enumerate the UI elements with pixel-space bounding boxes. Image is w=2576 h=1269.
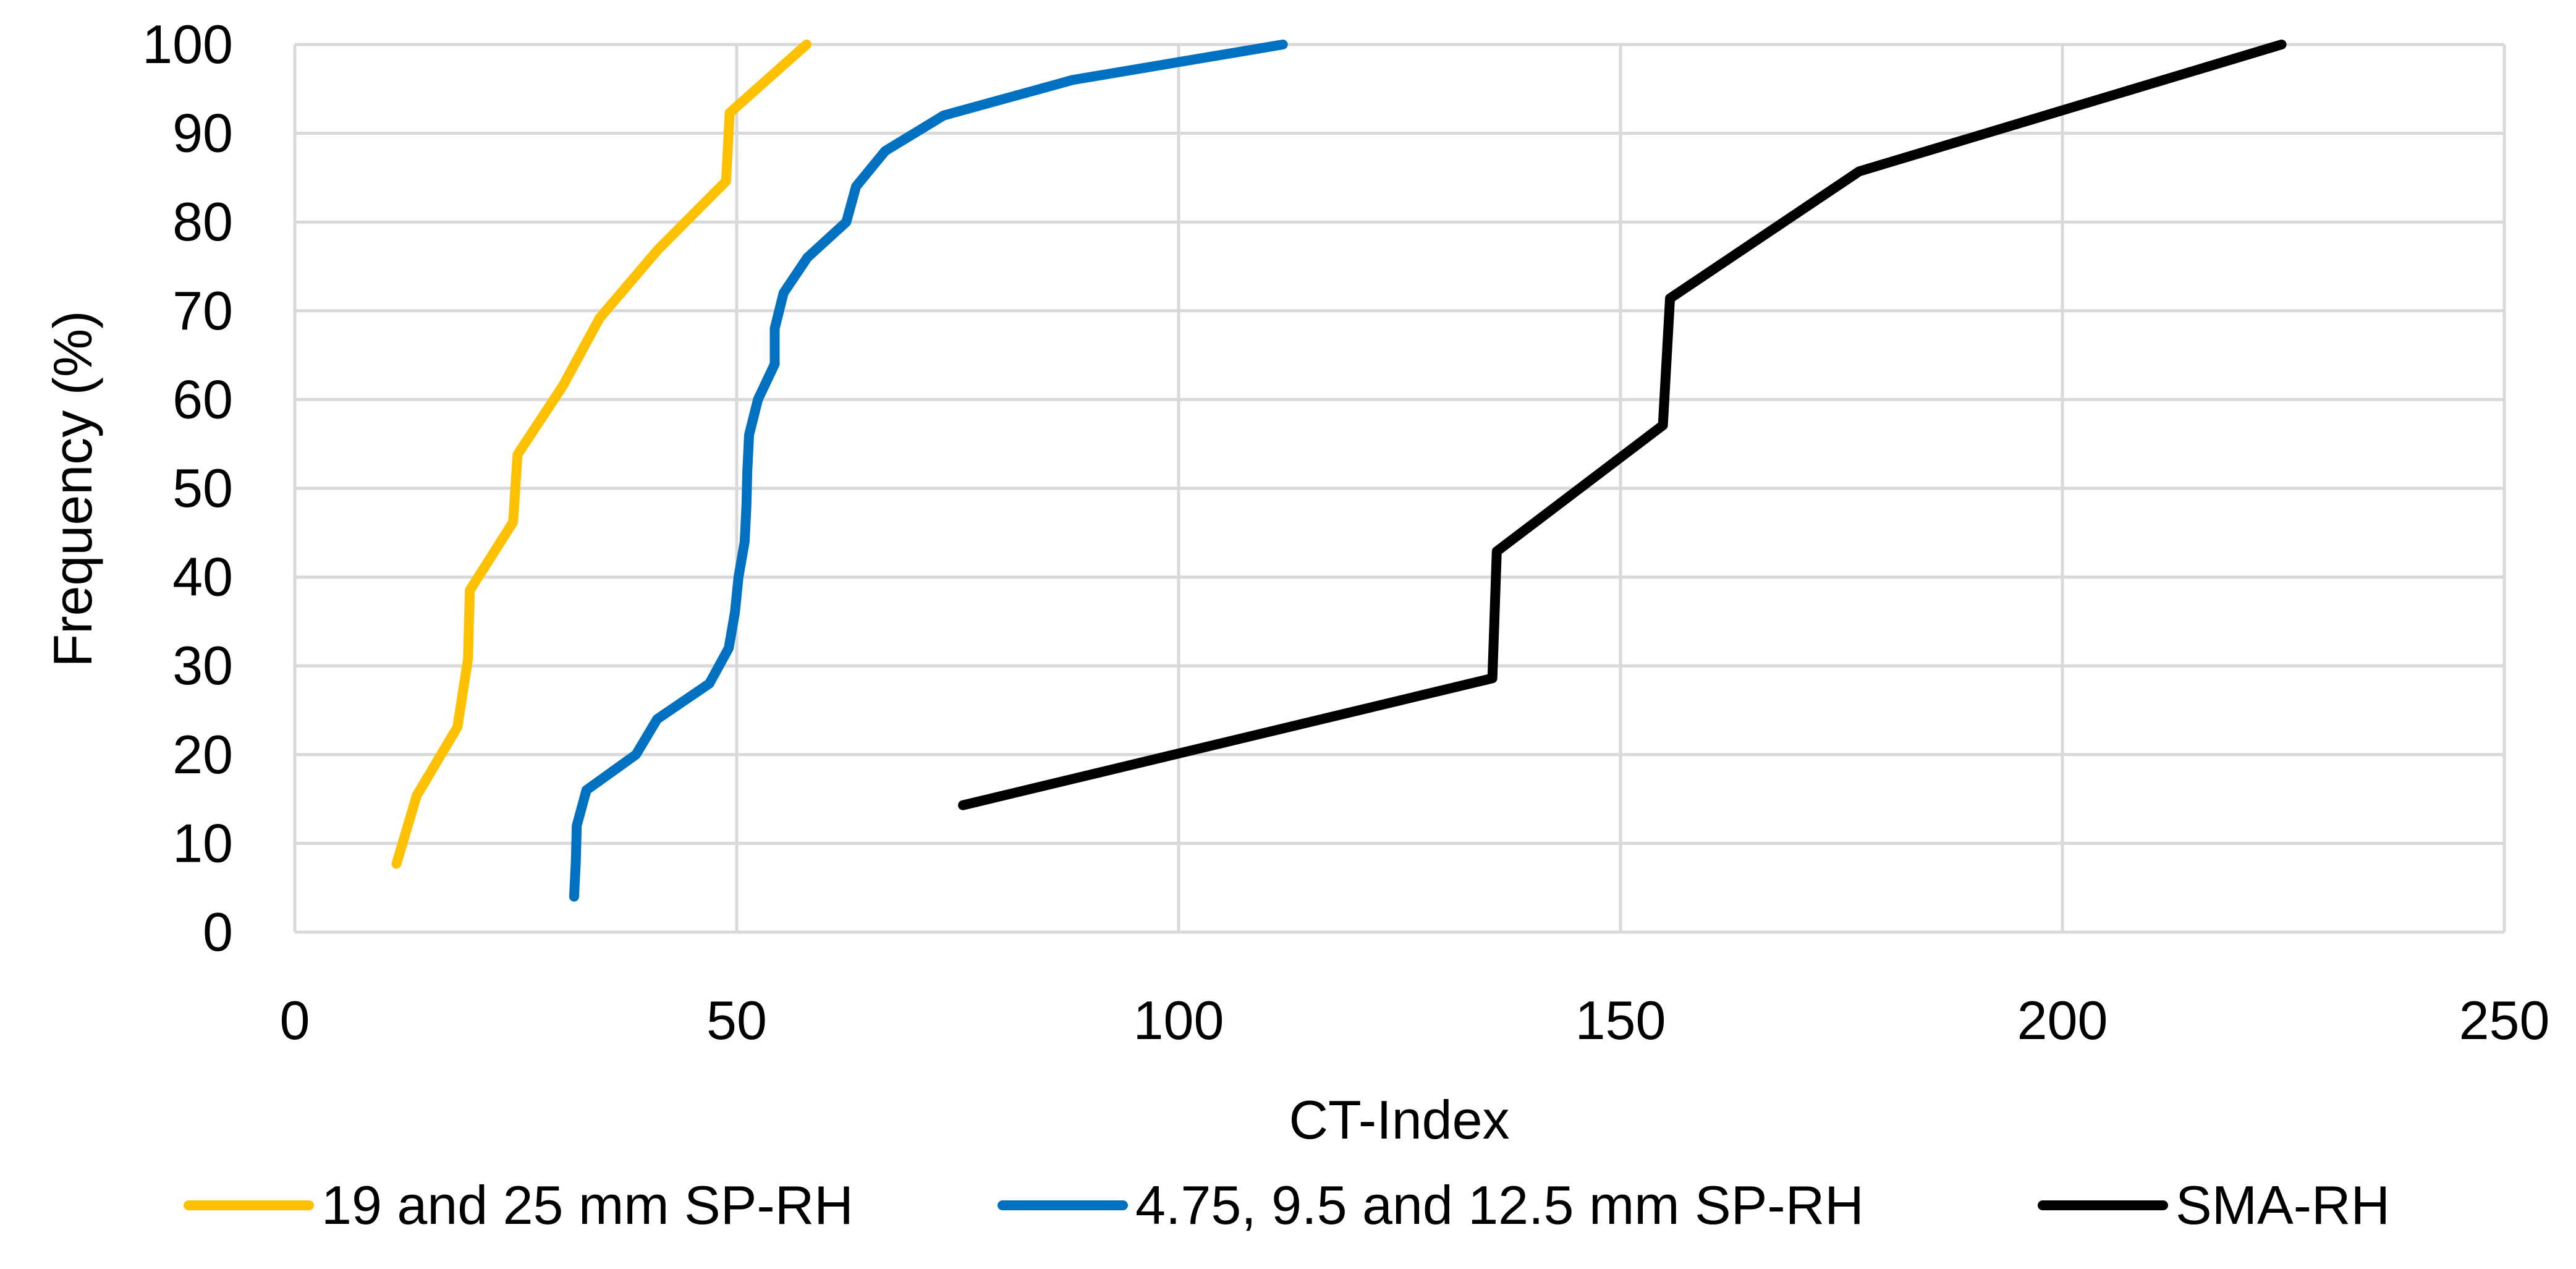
series-line-2 bbox=[569, 40, 1288, 902]
y-tick-label: 40 bbox=[172, 546, 233, 608]
series-lines bbox=[391, 40, 2287, 902]
y-tick-label: 60 bbox=[172, 368, 233, 430]
y-tick-label: 100 bbox=[142, 14, 233, 75]
y-tick-label: 30 bbox=[172, 635, 233, 696]
grid-lines bbox=[295, 43, 2506, 932]
tick-labels: 0 10 20 30 40 50 60 70 80 90 100 0 50 100 150 200 250 bbox=[142, 14, 2549, 1051]
x-tick-label: 0 bbox=[280, 990, 310, 1051]
legend-label-2: 4.75, 9.5 and 12.5 mm SP-RH bbox=[1135, 1174, 1864, 1236]
series-line-3 bbox=[958, 40, 2287, 810]
x-tick-label: 250 bbox=[2459, 990, 2550, 1051]
x-axis-title: CT-Index bbox=[1289, 1089, 1509, 1150]
legend: 19 and 25 mm SP-RH 4.75, 9.5 and 12.5 mm … bbox=[184, 1174, 2390, 1236]
legend-label-1: 19 and 25 mm SP-RH bbox=[321, 1174, 854, 1236]
y-tick-label: 50 bbox=[172, 457, 233, 519]
series-line-1 bbox=[391, 40, 811, 869]
x-tick-label: 150 bbox=[1575, 990, 1666, 1051]
x-tick-label: 100 bbox=[1133, 990, 1224, 1051]
x-tick-label: 50 bbox=[706, 990, 767, 1051]
y-tick-label: 80 bbox=[172, 191, 233, 252]
y-axis-title: Frequency (%) bbox=[42, 310, 103, 667]
legend-label-3: SMA-RH bbox=[2176, 1174, 2390, 1236]
y-tick-label: 90 bbox=[172, 103, 233, 164]
x-tick-label: 200 bbox=[2017, 990, 2108, 1051]
axes bbox=[293, 45, 2504, 934]
y-tick-label: 10 bbox=[172, 812, 233, 873]
y-tick-label: 0 bbox=[203, 901, 233, 962]
y-tick-label: 70 bbox=[172, 280, 233, 341]
y-tick-label: 20 bbox=[172, 724, 233, 785]
